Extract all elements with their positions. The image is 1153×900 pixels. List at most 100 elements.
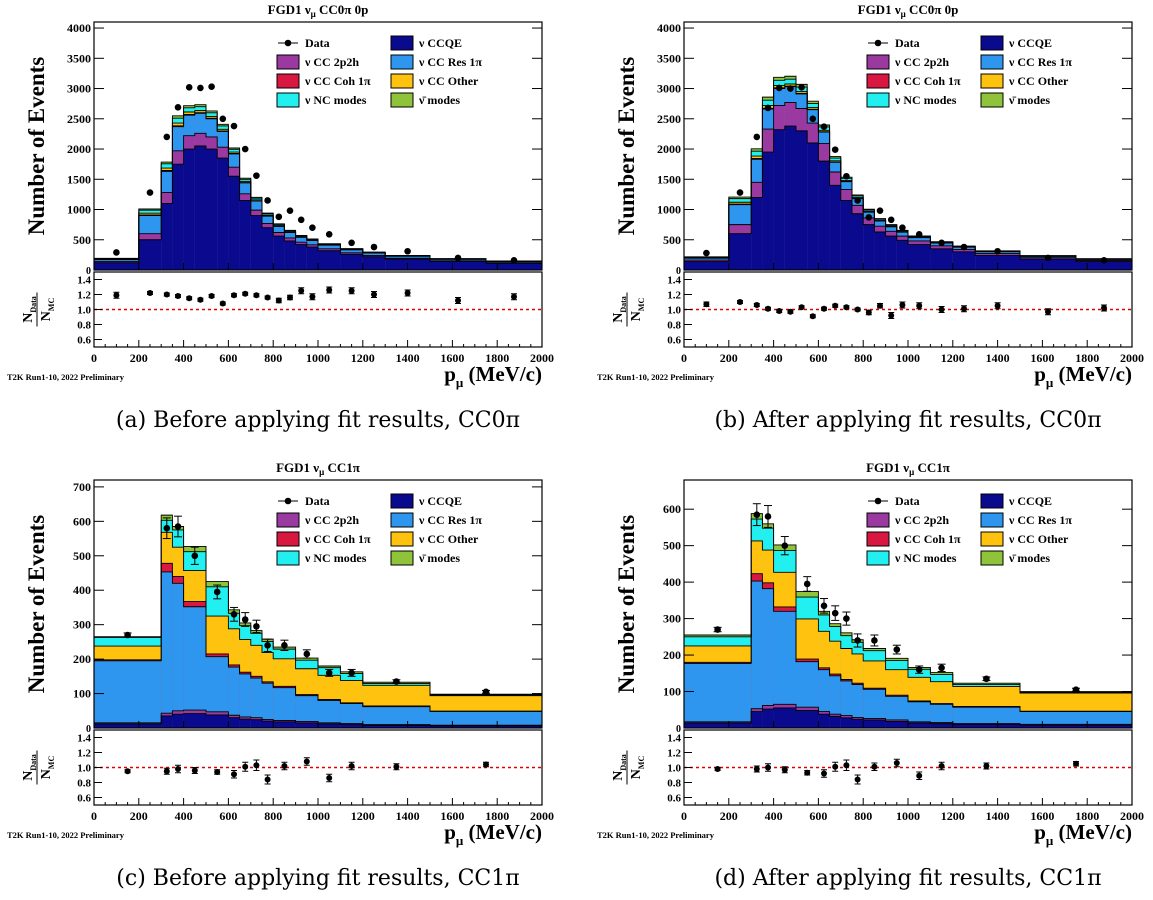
legend-swatch	[276, 531, 300, 547]
series-outline	[684, 125, 1132, 262]
ratio-point	[191, 767, 198, 774]
y-tick-label: 4000	[67, 21, 91, 35]
legend-swatch	[866, 54, 890, 70]
legend-label: ν CC Coh 1π	[304, 532, 371, 546]
legend-swatch	[866, 73, 890, 89]
histogram-bar	[930, 723, 953, 728]
ratio-point	[832, 763, 839, 770]
x-tick-label: 800	[264, 351, 282, 365]
ratio-point	[843, 762, 850, 769]
data-point	[510, 257, 518, 264]
y-tick-label: 0	[86, 724, 91, 735]
y-tick-label: 3500	[67, 51, 91, 65]
series-outline	[94, 562, 542, 712]
ratio-tick-label: 1.4	[667, 275, 681, 287]
series-outline	[684, 573, 1132, 712]
histogram-bar	[161, 715, 173, 728]
histogram-bar	[762, 709, 774, 728]
ratio-point	[348, 763, 355, 769]
histogram-bar	[228, 667, 240, 728]
histogram-bar	[807, 142, 819, 270]
ratio-point	[253, 292, 260, 299]
histogram-bar	[863, 719, 886, 728]
ratio-label-den: NMC	[39, 298, 56, 322]
legend-label: ν NC modes	[304, 93, 367, 107]
ratio-point	[821, 770, 827, 777]
ratio-point	[832, 302, 839, 309]
data-point	[404, 247, 411, 255]
histogram-bar	[183, 713, 206, 728]
ratio-tick-label: 1.0	[77, 763, 91, 775]
legend-label: ν̄ modes	[1008, 551, 1050, 565]
ratio-point	[242, 763, 249, 770]
data-point	[938, 664, 945, 672]
legend-label: ν CC 2p2h	[894, 513, 949, 527]
histogram-bar	[952, 251, 976, 270]
legend: Data ν CC 2p2h ν CC Coh 1π ν NC modes ν CCQE…	[866, 35, 1072, 108]
ratio-point	[175, 766, 181, 772]
legend-swatch	[980, 73, 1004, 89]
ratio-point	[765, 764, 771, 771]
y-tick-label: 0	[676, 266, 681, 277]
legend-data-marker	[874, 497, 882, 505]
ratio-point	[264, 776, 271, 783]
footer-label: T2K Run1-10, 2022 Preliminary	[7, 372, 125, 382]
data-point	[831, 609, 839, 617]
x-axis-label: pμ (MeV/c)	[444, 362, 542, 390]
histogram-bar	[239, 719, 251, 728]
footer-label: T2K Run1-10, 2022 Preliminary	[597, 372, 715, 382]
series-outline	[94, 709, 542, 726]
histogram-bar	[161, 571, 173, 728]
ratio-point	[737, 299, 743, 305]
histogram-bar	[273, 236, 285, 270]
ratio-point	[275, 297, 282, 304]
data-point	[185, 84, 193, 91]
histogram-bar	[206, 656, 229, 728]
y-tick-label: 500	[73, 549, 91, 563]
data-point	[871, 637, 878, 644]
ratio-point	[186, 295, 193, 302]
legend-swatch	[980, 512, 1004, 528]
ratio-point	[393, 763, 400, 770]
x-tick-label: 0	[681, 351, 687, 365]
histogram-bar	[952, 707, 1020, 728]
ratio-point	[281, 763, 288, 769]
y-tick-label: 1000	[67, 203, 91, 217]
ratio-point	[781, 766, 788, 773]
ratio-point	[961, 305, 967, 312]
x-tick-label: 1600	[1030, 351, 1054, 365]
ratio-label-den: NMC	[629, 298, 646, 322]
ratio-point	[938, 306, 945, 313]
histogram-bar	[295, 695, 318, 728]
histogram-bar	[796, 130, 808, 270]
ratio-point	[455, 297, 461, 304]
data-point	[281, 642, 288, 649]
histogram-bar	[852, 684, 864, 728]
data-point	[454, 254, 462, 262]
histogram-bar	[840, 200, 852, 270]
histogram-bar	[908, 244, 931, 270]
x-tick-label: 1000	[896, 809, 920, 823]
ratio-point	[264, 294, 271, 301]
ratio-label-num: NData	[611, 754, 628, 781]
x-tick-label: 200	[720, 809, 738, 823]
ratio-point	[231, 292, 237, 299]
histogram-bar	[818, 669, 830, 728]
data-point	[714, 626, 721, 633]
data-point	[370, 243, 378, 251]
ratio-point	[787, 308, 794, 315]
y-tick-label: 0	[86, 266, 91, 277]
data-point	[915, 231, 923, 238]
legend-data-marker	[284, 39, 292, 47]
ratio-point	[703, 301, 710, 308]
histogram-bar	[908, 722, 931, 728]
ratio-point	[113, 292, 120, 299]
chart-title: FGD1 νμ CC0π 0p	[858, 2, 959, 19]
histogram-bar	[751, 197, 763, 270]
histogram-bar	[295, 722, 318, 728]
series-outline	[684, 703, 1132, 725]
y-tick-label: 500	[663, 539, 681, 553]
histogram-bar	[840, 717, 852, 728]
legend-swatch	[980, 493, 1004, 509]
